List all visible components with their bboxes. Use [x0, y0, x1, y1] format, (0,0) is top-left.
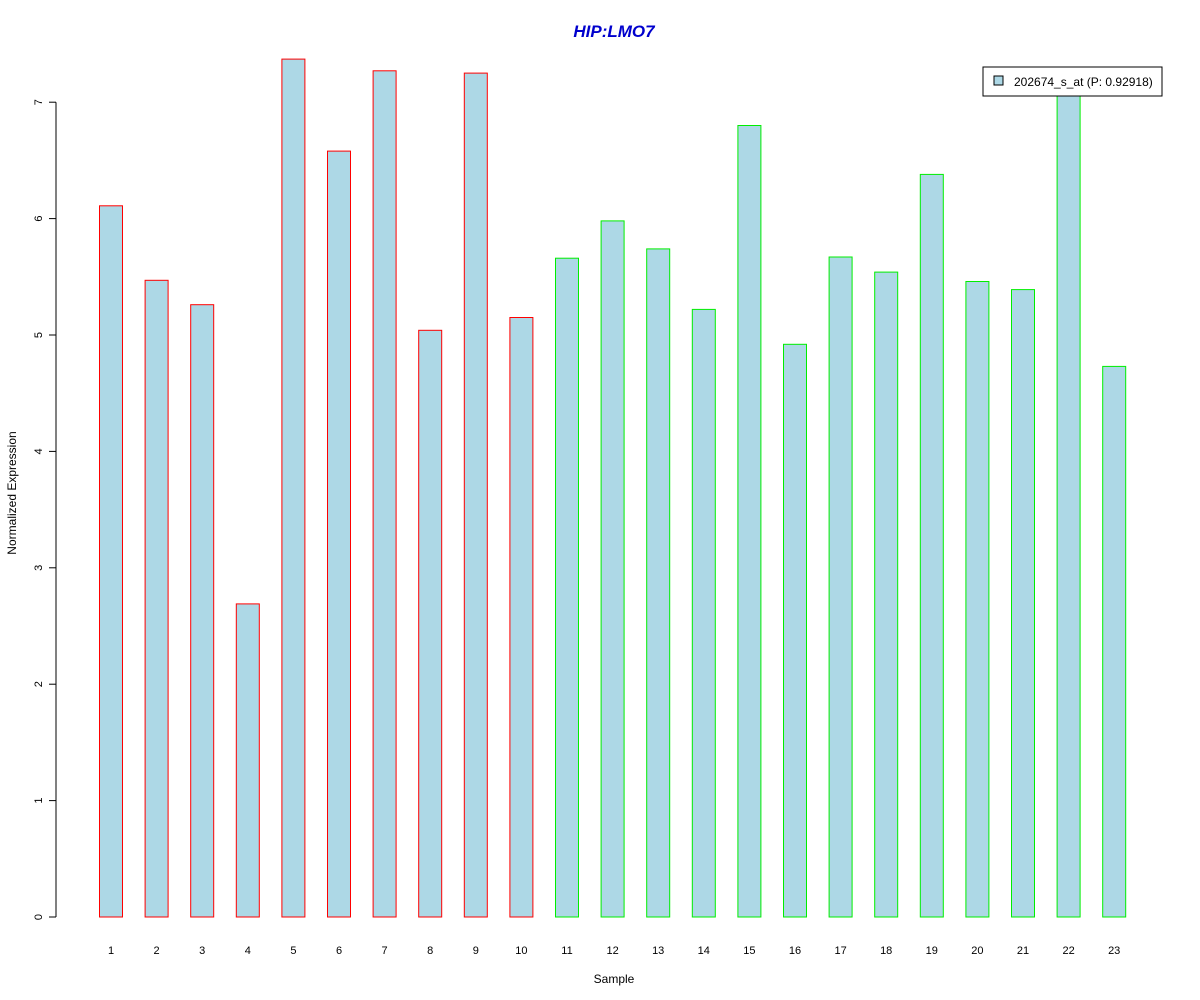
y-tick-label: 4 — [33, 448, 45, 454]
bar-sample-7 — [372, 70, 397, 918]
x-tick-label: 1 — [108, 945, 114, 957]
bar-sample-4 — [235, 603, 260, 918]
x-tick-label: 20 — [971, 945, 983, 957]
bar-sample-6 — [327, 150, 351, 918]
bar-sample-16 — [783, 343, 807, 918]
x-tick-label: 16 — [789, 945, 801, 957]
bar-sample-23 — [1102, 365, 1127, 918]
bar-sample-13 — [646, 248, 671, 918]
x-tick-label: 9 — [473, 945, 479, 957]
x-tick-label: 7 — [382, 945, 388, 957]
bar-sample-3 — [190, 304, 215, 918]
x-tick-label: 18 — [880, 945, 892, 957]
x-tick-label: 8 — [427, 945, 433, 957]
bar-sample-2 — [144, 279, 169, 918]
bar-sample-19 — [919, 173, 944, 918]
x-tick-label: 15 — [743, 945, 755, 957]
x-tick-label: 10 — [515, 945, 527, 957]
x-tick-label: 22 — [1062, 945, 1074, 957]
bar-sample-1 — [99, 205, 123, 918]
y-tick-label: 5 — [33, 332, 45, 338]
y-tick-label: 7 — [33, 99, 45, 105]
x-tick-label: 2 — [154, 945, 160, 957]
bar-sample-11 — [555, 257, 579, 918]
x-tick-label: 4 — [245, 945, 251, 957]
x-tick-label: 6 — [336, 945, 342, 957]
legend-entry-label: 202674_s_at (P: 0.92918) — [1014, 75, 1153, 89]
bars-group — [99, 58, 1127, 918]
y-tick-label: 0 — [33, 914, 45, 920]
x-tick-labels: 1 2 3 4 5 6 7 8 9 10 11 12 13 14 15 16 17 18 19 20 21 22 23 — [108, 945, 1120, 957]
y-tick-label: 2 — [33, 681, 45, 687]
x-tick-label: 19 — [926, 945, 938, 957]
y-tick-label: 6 — [33, 216, 45, 222]
x-tick-label: 14 — [698, 945, 710, 957]
bar-sample-21 — [1011, 289, 1035, 918]
x-axis-label: Sample — [594, 972, 635, 986]
x-tick-label: 5 — [290, 945, 296, 957]
y-tick-label: 3 — [33, 565, 45, 571]
bar-sample-8 — [418, 329, 443, 918]
x-tick-label: 23 — [1108, 945, 1120, 957]
x-tick-label: 11 — [561, 945, 572, 957]
bar-sample-22 — [1056, 92, 1081, 918]
bar-sample-10 — [509, 317, 534, 918]
bar-sample-14 — [691, 308, 716, 918]
bar-sample-5 — [281, 58, 306, 918]
x-tick-label: 3 — [199, 945, 205, 957]
bar-sample-15 — [737, 125, 762, 918]
y-axis-label: Normalized Expression — [5, 431, 19, 554]
x-tick-label: 17 — [834, 945, 846, 957]
bar-sample-20 — [965, 281, 990, 918]
legend: 202674_s_at (P: 0.92918) — [982, 66, 1163, 97]
bar-sample-17 — [828, 256, 853, 918]
legend-box — [982, 66, 1163, 97]
x-tick-label: 13 — [652, 945, 664, 957]
x-tick-label: 21 — [1017, 945, 1029, 957]
chart-title: HIP:LMO7 — [573, 22, 656, 41]
x-tick-label: 12 — [606, 945, 618, 957]
bar-sample-12 — [600, 220, 625, 918]
bar-sample-18 — [874, 271, 899, 918]
y-axis: 0 1 2 3 4 5 6 7 — [33, 99, 57, 920]
legend-swatch — [993, 75, 1004, 86]
y-tick-label: 1 — [33, 798, 45, 804]
bar-sample-9 — [463, 72, 488, 918]
